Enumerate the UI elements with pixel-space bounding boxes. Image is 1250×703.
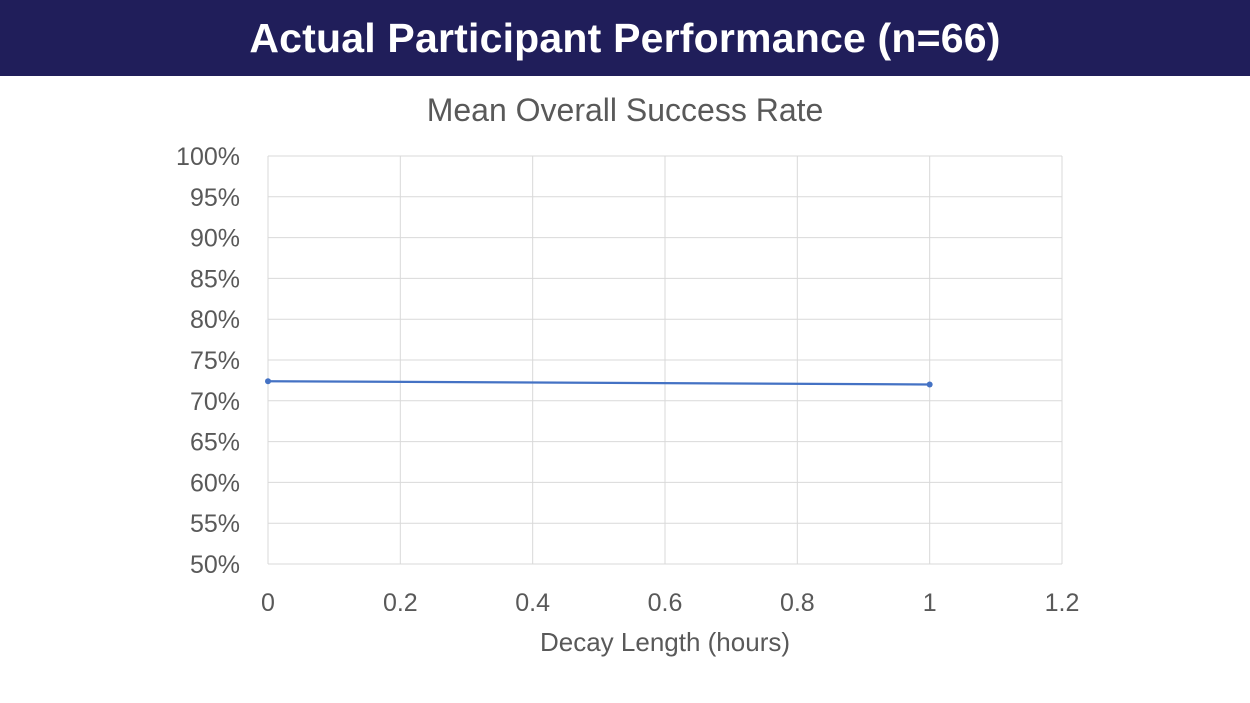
y-tick-label: 70% — [190, 388, 240, 416]
x-tick-label: 0.4 — [515, 589, 550, 617]
y-axis-tick-labels: 50% 55% 60% 65% 70% 75% 80% 85% 90% 95% 100% — [176, 143, 240, 579]
x-tick-label: 0 — [261, 589, 275, 617]
y-tick-label: 75% — [190, 347, 240, 375]
y-tick-label: 65% — [190, 429, 240, 457]
y-tick-label: 50% — [190, 551, 240, 579]
x-axis-tick-labels: 0 0.2 0.4 0.6 0.8 1 1.2 — [261, 589, 1079, 617]
x-tick-label: 0.8 — [780, 589, 815, 617]
x-tick-label: 1 — [923, 589, 937, 617]
x-tick-label: 0.6 — [648, 589, 683, 617]
slide-title: Actual Participant Performance (n=66) — [249, 14, 1001, 61]
title-banner: Actual Participant Performance (n=66) — [0, 0, 1250, 76]
y-tick-label: 85% — [190, 265, 240, 293]
y-tick-label: 90% — [190, 225, 240, 253]
data-point — [265, 378, 271, 385]
data-point — [926, 381, 933, 388]
y-tick-label: 80% — [190, 306, 240, 334]
x-tick-label: 1.2 — [1045, 589, 1080, 617]
y-tick-label: 95% — [190, 184, 240, 212]
chart-title: Mean Overall Success Rate — [427, 92, 824, 128]
x-tick-label: 0.2 — [383, 589, 418, 617]
series-layer — [265, 378, 933, 388]
y-tick-label: 100% — [176, 143, 240, 171]
y-tick-label: 55% — [190, 510, 240, 538]
y-tick-label: 60% — [190, 469, 240, 497]
x-axis-label: Decay Length (hours) — [540, 627, 790, 657]
gridlines — [267, 155, 1063, 565]
series-line — [267, 380, 930, 386]
